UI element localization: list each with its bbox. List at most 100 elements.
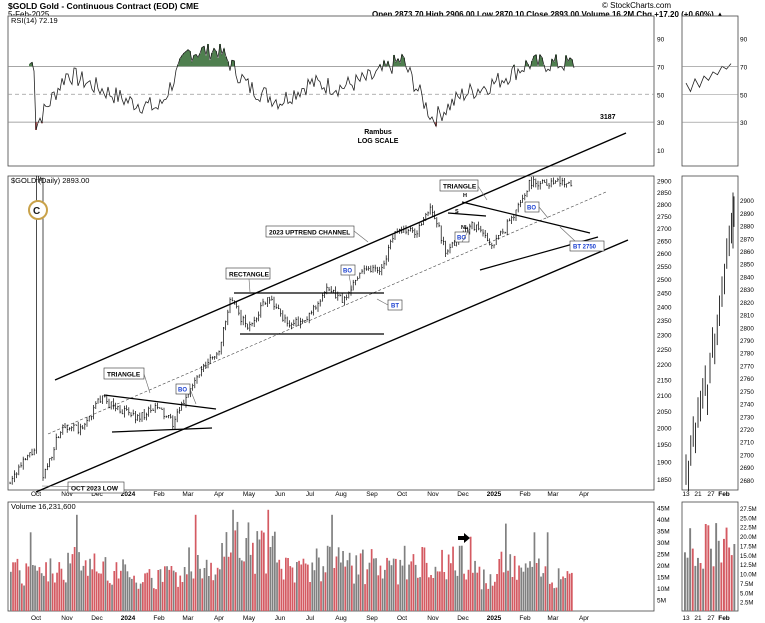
volume-bar: [225, 532, 228, 611]
volume-bar: [551, 582, 553, 611]
hs-head-label: H: [463, 193, 467, 199]
rsi-panel-frame: [7, 15, 655, 167]
volume-bar: [177, 586, 179, 611]
price-tick-label: 2500: [657, 277, 672, 284]
volume-bar: [463, 573, 465, 611]
volume-bar: [562, 576, 564, 611]
volume-bar: [131, 578, 133, 611]
volume-bar: [126, 571, 129, 611]
volume-bar: [476, 572, 479, 611]
price-tick-label: 2000: [657, 425, 672, 432]
volume-bar: [40, 573, 43, 611]
volume-bar: [441, 549, 443, 611]
bo2-pointer: [348, 274, 353, 292]
volume-bar: [93, 553, 96, 611]
volume-bar: [208, 576, 210, 611]
side-rsi-tick: 50: [740, 92, 748, 99]
volume-bar: [456, 575, 459, 611]
chart-date: 5-Feb-2025: [8, 10, 50, 19]
volume-bar: [164, 566, 166, 611]
volume-bar: [384, 569, 386, 611]
svg-text:C: C: [33, 206, 40, 217]
volume-bar: [555, 587, 558, 611]
volume-bar: [469, 536, 472, 611]
volume-bar: [265, 573, 267, 611]
side-price-tick: 2690: [740, 465, 754, 472]
volume-bar: [161, 581, 164, 611]
volume-bar: [87, 575, 89, 611]
side-volume-bar: [704, 524, 707, 611]
volume-bar: [12, 562, 14, 611]
volume-bar: [498, 559, 501, 611]
volume-bar: [60, 568, 63, 611]
volume-bar: [318, 557, 320, 611]
volume-bar: [56, 572, 58, 611]
volume-bar: [256, 531, 259, 611]
volume-bar: [351, 565, 353, 611]
volume-bar: [436, 571, 439, 611]
volume-bar: [47, 581, 50, 611]
volume-bar: [518, 565, 520, 611]
volume-bar: [25, 563, 28, 611]
side-volume-bar: [691, 548, 694, 611]
volume-tick-label: 45M: [657, 505, 670, 512]
volume-bar: [340, 562, 342, 611]
x-tick-label: Nov: [427, 491, 439, 498]
volume-bar: [84, 560, 87, 611]
volume-bar: [58, 562, 61, 611]
volume-bar: [168, 569, 171, 611]
x-tick-label: Mar: [182, 615, 194, 622]
volume-bar: [395, 558, 397, 611]
volume-bar: [144, 573, 146, 611]
volume-bar: [307, 564, 309, 611]
volume-bar: [203, 568, 206, 611]
low-label: OCT 2023 LOW: [71, 486, 119, 493]
side-price-tick: 2870: [740, 236, 754, 243]
volume-bar: [133, 575, 135, 611]
volume-bar: [324, 572, 327, 611]
side-volume-bar: [733, 544, 736, 611]
triangle-left-box: [103, 367, 145, 380]
volume-bar: [529, 561, 531, 611]
side-price-tick: 2730: [740, 414, 754, 421]
side-volume-bar: [730, 555, 733, 611]
volume-bar: [282, 579, 285, 611]
volume-bar: [252, 542, 254, 611]
side-price-tick: 2750: [740, 389, 754, 396]
volume-tick-label: 25M: [657, 551, 670, 558]
price-tick-label: 2250: [657, 347, 672, 354]
side-x-tick: Feb: [718, 491, 730, 498]
side-rsi-tick: 90: [740, 36, 748, 43]
volume-bar: [357, 574, 360, 611]
low-box: [67, 481, 125, 494]
volume-bar: [364, 584, 366, 611]
volume-bar: [454, 570, 457, 611]
price-tick-label: 2300: [657, 333, 672, 340]
side-x-tick: 13: [682, 615, 690, 622]
side-price-tick: 2840: [740, 274, 754, 281]
volume-bar: [197, 555, 199, 611]
volume-bar: [516, 579, 518, 611]
volume-bar: [474, 560, 476, 611]
volume-bar: [465, 579, 468, 611]
rsi-tick-label: 50: [657, 92, 665, 99]
volume-bar: [49, 558, 52, 611]
volume-bar: [150, 577, 153, 611]
volume-bar: [38, 567, 41, 611]
volume-bar: [511, 577, 514, 611]
volume-bar: [419, 577, 421, 611]
triangle-top-box: [439, 179, 479, 192]
volume-bar: [258, 539, 261, 611]
volume-bar: [421, 547, 424, 611]
volume-bar: [223, 556, 226, 611]
side-volume-tick: 17.5M: [740, 544, 757, 550]
channel-label: 2023 UPTREND CHANNEL: [269, 230, 350, 237]
volume-bar: [80, 570, 83, 611]
x-tick-label: Apr: [214, 491, 225, 498]
price-tick-label: 2700: [657, 226, 672, 233]
side-price-tick: 2700: [740, 452, 754, 459]
x-tick-label: Dec: [457, 615, 469, 622]
volume-bar: [111, 584, 113, 611]
bo1-pointer: [189, 388, 197, 405]
